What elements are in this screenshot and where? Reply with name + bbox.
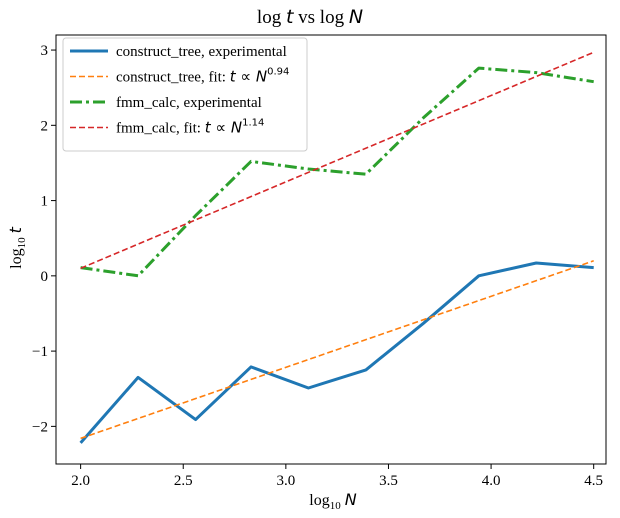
legend-entry-2: fmm_calc, experimental	[116, 95, 262, 111]
y-axis-label: log10 t	[6, 226, 28, 268]
y-tick-label: 3	[41, 43, 49, 59]
series-line-3	[80, 51, 595, 270]
legend-entry-0: construct_tree, experimental	[116, 44, 287, 60]
x-tick-label: 2.0	[71, 473, 90, 489]
chart-title: log t vs log N	[257, 6, 363, 28]
y-tick-label: −1	[32, 344, 48, 360]
legend: construct_tree, experimental construct_tr…	[62, 37, 308, 152]
legend-box	[62, 37, 308, 152]
legend-entry-1: construct_tree, fit: t ∝ N0.94	[116, 67, 289, 86]
x-tick-label: 3.0	[276, 473, 295, 489]
title-N: N	[349, 6, 363, 28]
title-vs-log: vs log	[293, 7, 348, 28]
y-tick-label: 1	[41, 194, 49, 210]
series-line-2	[80, 66, 594, 278]
x-axis-label: log10 N	[309, 490, 356, 512]
axes: 2.0 2.5 3.0 3.5 4.0 4.5 −2 −1 0 1 2 3	[32, 34, 607, 489]
svg-text:log10 N: log10 N	[309, 490, 356, 512]
x-tick-label: 4.5	[584, 473, 603, 489]
svg-text:log10 t: log10 t	[6, 226, 28, 268]
legend-entry-3: fmm_calc, fit: t ∝ N1.14	[116, 118, 264, 137]
title-log-1: log	[257, 7, 286, 28]
series-line-1	[80, 260, 594, 440]
y-tick-label: −2	[32, 419, 48, 435]
svg-text:log t vs log N: log t vs log N	[257, 6, 363, 28]
x-tick-label: 2.5	[174, 473, 193, 489]
y-tick-label: 2	[41, 118, 49, 134]
x-tick-label: 4.0	[482, 473, 501, 489]
plot-area	[79, 51, 595, 444]
y-tick-label: 0	[41, 269, 49, 285]
axes-frame	[55, 34, 607, 465]
title-t: t	[286, 6, 295, 28]
series-line-0	[79, 261, 594, 444]
x-tick-label: 3.5	[379, 473, 398, 489]
